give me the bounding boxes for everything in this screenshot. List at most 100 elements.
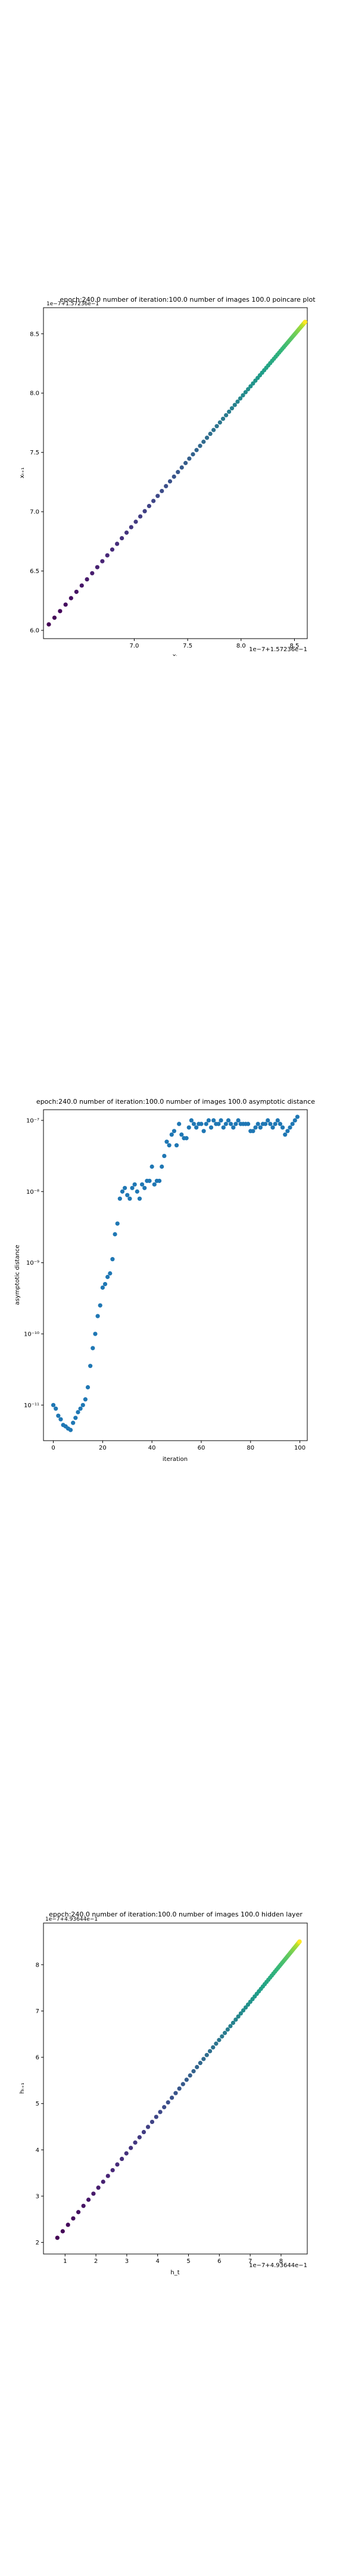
scatter-point — [229, 1122, 233, 1126]
scatter-point — [201, 2057, 206, 2061]
scatter-point — [86, 2197, 91, 2202]
scatter-point — [164, 1140, 169, 1144]
y-tick-label: 10⁻⁷ — [26, 1117, 39, 1124]
scatter-point — [137, 2135, 142, 2140]
scatter-point — [124, 530, 129, 535]
y-tick-label: 6.5 — [30, 568, 39, 575]
y-tick-label: 6.0 — [30, 628, 39, 634]
y-axis-label: asymptotic distance — [14, 1244, 21, 1305]
scatter-point — [225, 2027, 230, 2032]
scatter-point — [236, 2014, 241, 2019]
scatter-point — [90, 571, 95, 575]
scatter-point — [174, 1143, 179, 1148]
scatter-point — [220, 416, 226, 421]
scatter-point — [132, 1182, 137, 1187]
scatter-point — [164, 484, 169, 488]
scatter-point — [243, 2005, 248, 2010]
x-tick-label: 20 — [99, 1445, 107, 1451]
scatter-point — [60, 2229, 65, 2234]
scatter-point — [184, 2077, 189, 2082]
scatter-point — [120, 1189, 125, 1194]
scatter-point — [105, 2174, 110, 2178]
offset-label: 1e−7+1.57236e−1 — [249, 646, 307, 653]
scatter-point — [233, 1122, 238, 1126]
x-tick-label: 7.5 — [183, 643, 192, 649]
scatter-point — [137, 1196, 142, 1201]
scatter-point — [98, 1303, 102, 1308]
scatter-point — [85, 1385, 91, 1390]
scatter-point — [195, 2064, 199, 2070]
scatter-point — [241, 2008, 246, 2013]
scatter-point — [229, 406, 235, 411]
scatter-point — [169, 1132, 174, 1137]
scatter-point — [266, 1118, 270, 1123]
plot-area — [43, 1109, 308, 1441]
scatter-point — [83, 1397, 88, 1402]
scatter-point — [115, 1221, 120, 1226]
plot-area — [43, 1922, 308, 2255]
scatter-point — [191, 1122, 197, 1126]
scatter-point — [58, 1417, 63, 1422]
scatter-point — [207, 2049, 213, 2054]
chart-title: epoch:240.0 number of iteration:100.0 nu… — [60, 296, 316, 304]
scatter-point — [238, 396, 243, 401]
x-tick-label: 7.0 — [129, 643, 139, 649]
x-tick-label: 80 — [247, 1445, 254, 1451]
scatter-point — [95, 1314, 100, 1318]
scatter-point — [201, 439, 206, 444]
plot-area — [43, 307, 308, 639]
scatter-point — [235, 399, 240, 404]
scatter-point — [102, 1281, 108, 1287]
scatter-point — [160, 488, 164, 494]
scatter-point — [167, 1143, 172, 1148]
scatter-point — [208, 1125, 214, 1130]
scatter-point — [91, 1346, 95, 1351]
y-tick-label: 10⁻¹⁰ — [24, 1331, 39, 1337]
y-axis-label: hₜ₊₁ — [19, 2083, 26, 2094]
scatter-point — [54, 1406, 58, 1411]
x-tick-label: 60 — [198, 1445, 205, 1451]
y-tick-label: 4 — [36, 2147, 39, 2154]
scatter-point — [85, 577, 89, 582]
scatter-point — [141, 2129, 146, 2135]
scatter-point — [268, 1122, 273, 1126]
y-tick-label: 8 — [36, 1962, 39, 1968]
x-tick-label: 8 — [279, 2258, 283, 2265]
scatter-point — [227, 409, 232, 414]
scatter-point — [258, 1125, 263, 1130]
scatter-point — [295, 1114, 300, 1119]
scatter-point — [81, 2203, 86, 2208]
x-tick-label: 40 — [148, 1445, 156, 1451]
scatter-point — [288, 1125, 292, 1130]
x-tick-label: 6 — [217, 2258, 221, 2265]
scatter-point — [68, 596, 73, 600]
scatter-point — [74, 589, 79, 595]
scatter-point — [204, 1122, 208, 1126]
hidden-layer-figure: epoch:240.0 number of iteration:100.0 nu… — [0, 1902, 343, 2284]
scatter-point — [140, 1182, 145, 1187]
scatter-point — [78, 1406, 83, 1411]
scatter-point — [248, 384, 253, 389]
x-tick-label: 0 — [51, 1445, 55, 1451]
scatter-point — [246, 387, 251, 392]
scatter-point — [100, 1285, 105, 1290]
x-axis-label: iteration — [163, 1456, 188, 1463]
x-tick-label: 7 — [248, 2258, 252, 2265]
scatter-point — [145, 2125, 151, 2129]
asymptotic-chart: epoch:240.0 number of iteration:100.0 nu… — [14, 1098, 315, 1463]
scatter-point — [211, 428, 216, 432]
x-tick-label: 3 — [125, 2258, 129, 2265]
y-tick-label: 7.5 — [30, 450, 39, 456]
scatter-point — [253, 1125, 258, 1130]
scatter-point — [231, 1125, 236, 1130]
scatter-point — [270, 1125, 275, 1130]
asymptotic-figure: epoch:240.0 number of iteration:100.0 nu… — [0, 1090, 343, 1472]
scatter-point — [177, 1122, 182, 1126]
scatter-point — [198, 444, 202, 448]
scatter-point — [120, 535, 124, 541]
scatter-point — [76, 2210, 81, 2215]
y-tick-label: 3 — [36, 2193, 39, 2200]
x-tick-label: 100 — [294, 1445, 305, 1451]
scatter-point — [184, 1136, 189, 1141]
scatter-point — [146, 504, 152, 509]
